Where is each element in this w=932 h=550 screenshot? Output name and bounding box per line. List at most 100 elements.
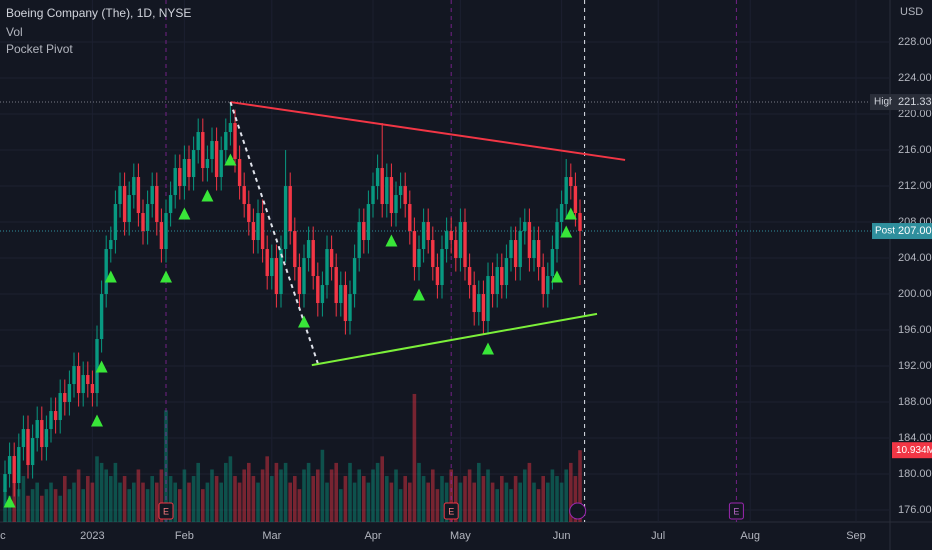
- volume-bar: [297, 489, 302, 522]
- volume-bar: [449, 469, 454, 522]
- volume-bar: [49, 482, 53, 522]
- candle-body: [417, 249, 421, 268]
- candle-body: [362, 222, 366, 241]
- volume-bar: [412, 393, 417, 522]
- candle-body: [67, 384, 72, 403]
- candle-body: [449, 231, 453, 241]
- volume-bar: [306, 462, 311, 522]
- dividend-icon[interactable]: [569, 502, 587, 520]
- volume-bar: [357, 469, 362, 522]
- candle-body: [237, 159, 242, 187]
- volume-bar: [30, 489, 35, 522]
- volume-bar: [481, 476, 486, 522]
- x-tick-label: Apr: [364, 530, 381, 542]
- earnings-icon[interactable]: [158, 502, 174, 520]
- y-tick-label: 204.00: [898, 252, 932, 264]
- volume-bar: [72, 482, 76, 522]
- volume-bar: [536, 489, 541, 522]
- candle-body: [145, 204, 150, 232]
- volume-bar: [366, 482, 371, 522]
- candle-body: [210, 141, 214, 160]
- candle-body: [242, 186, 246, 205]
- candle-body: [127, 195, 131, 223]
- volume-bar: [81, 489, 86, 522]
- candle-body: [564, 177, 568, 205]
- candle-body: [293, 231, 297, 268]
- candle-body: [297, 267, 302, 295]
- candle-body: [550, 249, 555, 277]
- volume-bar: [352, 482, 357, 522]
- candle-body: [477, 294, 481, 313]
- volume-bar: [95, 456, 99, 522]
- volume-bar: [578, 450, 582, 522]
- earnings-icon-label: E: [448, 506, 454, 516]
- candle-body: [578, 213, 582, 232]
- volume-bar: [99, 462, 104, 522]
- volume-bar: [270, 476, 274, 522]
- volume-bar: [569, 462, 573, 522]
- volume-bar: [389, 482, 394, 522]
- candle-body: [233, 123, 237, 160]
- candle-body: [435, 267, 440, 286]
- candle-body: [334, 267, 338, 304]
- volume-bar: [302, 469, 306, 522]
- candle-body: [559, 204, 564, 223]
- candle-body: [458, 222, 463, 259]
- volume-bar: [467, 469, 472, 522]
- candle-body: [81, 375, 85, 394]
- earnings-icon[interactable]: [443, 502, 459, 520]
- candle-body: [486, 276, 490, 322]
- volume-bar: [265, 456, 270, 522]
- volume-bar: [210, 469, 214, 522]
- volume-bar: [58, 495, 63, 522]
- pocket-pivot: [104, 270, 117, 283]
- candle-body: [136, 177, 141, 214]
- candle-body: [17, 447, 21, 484]
- volume-bar: [398, 489, 403, 522]
- candle-body: [320, 285, 325, 304]
- volume-bar: [348, 462, 352, 522]
- volume-bar: [440, 476, 444, 522]
- volume-bar: [76, 469, 81, 522]
- volume-bar: [463, 476, 467, 522]
- volume-bar: [486, 469, 490, 522]
- candle-body: [26, 429, 30, 466]
- y-tick-label: 200.00: [898, 288, 932, 300]
- candle-body: [113, 204, 118, 241]
- post-badge: [872, 223, 932, 240]
- pocket-pivot: [3, 495, 16, 508]
- y-tick-label: 184.00: [898, 432, 932, 444]
- candle-body: [504, 258, 509, 286]
- candle-body: [155, 186, 159, 223]
- candle-body: [251, 222, 256, 241]
- candle-body: [394, 195, 398, 214]
- volume-bar: [293, 476, 297, 522]
- earnings-icon-label: E: [733, 506, 739, 516]
- indicator-label[interactable]: Vol: [6, 25, 23, 39]
- indicator-label[interactable]: Pocket Pivot: [6, 42, 73, 56]
- candle-body: [187, 159, 191, 178]
- candle-body: [224, 132, 228, 151]
- candle-body: [12, 456, 16, 484]
- volume-bar: [178, 489, 182, 522]
- volume-bar: [214, 476, 219, 522]
- pocket-pivot: [201, 189, 214, 202]
- volume-bar: [7, 495, 12, 522]
- candle-body: [141, 213, 145, 232]
- earnings-icon[interactable]: [728, 502, 744, 520]
- pocket-pivot: [560, 225, 573, 238]
- volume-bar: [504, 482, 509, 522]
- candle-body: [467, 267, 472, 286]
- x-tick-label: Feb: [175, 530, 194, 542]
- y-tick-label: 180.00: [898, 468, 932, 480]
- volume-bar: [127, 489, 132, 522]
- candle-body: [99, 294, 104, 340]
- candle-body: [500, 267, 504, 286]
- volume-bar: [541, 476, 546, 522]
- candle-body: [490, 276, 495, 295]
- candle-body: [3, 474, 7, 493]
- volume-bar: [362, 476, 366, 522]
- volume-bar: [228, 456, 233, 522]
- candle-body: [536, 240, 541, 268]
